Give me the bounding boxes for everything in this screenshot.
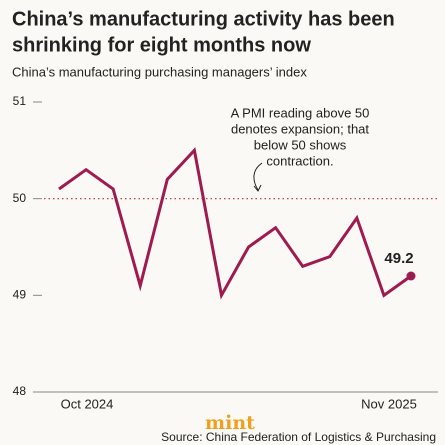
annotation-arrowhead: [253, 184, 262, 192]
y-tick-label: 49: [13, 288, 27, 302]
chart-title: shrinking for eight months now: [12, 34, 311, 56]
source: Source: China Federation of Logistics & …: [161, 430, 436, 444]
data-label: 49.2: [384, 250, 413, 267]
y-tick-label: 48: [13, 384, 27, 398]
annotation: contraction.: [266, 153, 333, 168]
x-tick-label: Oct 2024: [61, 396, 114, 411]
y-tick-label: 51: [13, 94, 27, 108]
line: [58, 147, 412, 300]
chart-title: China’s manufacturing activity has been: [12, 8, 395, 30]
annotation: A PMI reading above 50: [231, 105, 370, 120]
x-tick-label: Nov 2025: [361, 396, 417, 411]
chart-subtitle: China’s manufacturing purchasing manager…: [12, 64, 307, 79]
annotation: denotes expansion; that: [231, 121, 369, 136]
annotation: below 50 shows: [254, 137, 347, 152]
y-tick-label: 50: [13, 191, 27, 205]
end-point: [406, 271, 416, 281]
annotation-arrow: [253, 162, 263, 191]
brand-logo: mint: [205, 412, 255, 434]
